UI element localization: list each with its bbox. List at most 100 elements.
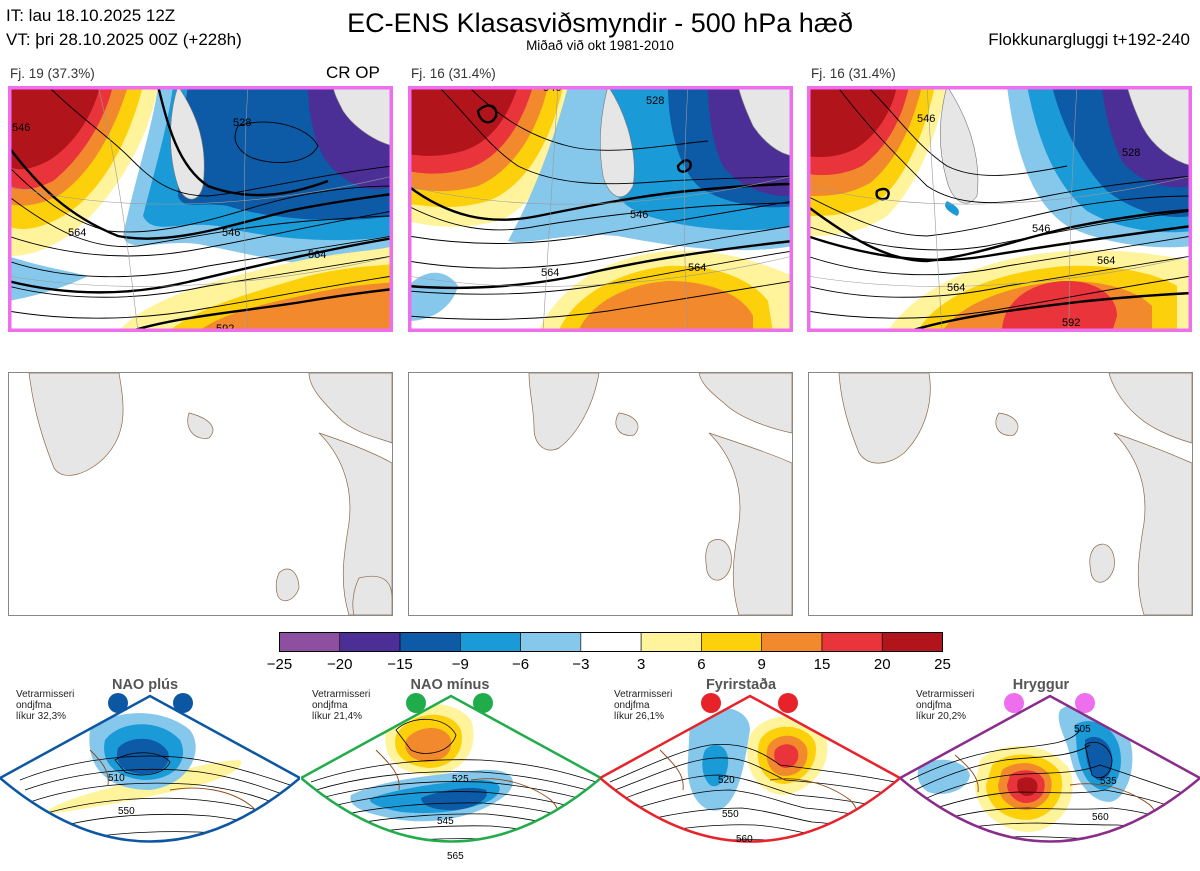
regime-info-line: líkur 21,4% <box>312 711 363 722</box>
cluster-2-label: Fj. 16 (31.4%) <box>411 66 496 81</box>
regime-blocking-info: Vetrarmisseri ondjfma líkur 26,1% <box>614 689 672 722</box>
colorbar-cell <box>821 632 883 652</box>
regime-ridge-dot <box>1004 693 1024 713</box>
colorbar-tick-label: 25 <box>934 656 951 673</box>
regime-nao-plus-dot <box>173 693 193 713</box>
regime-ridge-map[interactable]: 505 535 560 <box>900 690 1200 871</box>
regime-info-line: ondjfma <box>312 700 348 711</box>
contour-label: 546 <box>222 227 240 239</box>
regime-info-line: Vetrarmisseri <box>16 689 75 700</box>
contour-label: 546 <box>630 209 648 221</box>
contour-label: 546 <box>917 113 935 125</box>
colorbar-tick-label: 15 <box>813 656 831 673</box>
colorbar-tick-label: −9 <box>451 656 469 673</box>
regime-ridge-name: Hryggur <box>1012 677 1070 693</box>
regime-nao-minus-map[interactable]: 525 545 565 <box>301 690 601 871</box>
contour-label: 565 <box>447 851 464 862</box>
contour-label: 564 <box>1097 255 1115 267</box>
colorbar-cell <box>339 632 401 652</box>
regime-info-line: líkur 26,1% <box>614 711 665 722</box>
contour-label: 592 <box>216 323 234 332</box>
regime-nao-minus-dot <box>406 693 426 713</box>
colorbar-cell <box>761 632 823 652</box>
regime-blocking-dot <box>701 693 721 713</box>
colorbar-cell <box>701 632 762 652</box>
contour-label: 545 <box>437 816 454 827</box>
page-subtitle: Miðað við okt 1981-2010 <box>526 38 674 53</box>
regime-nao-plus-name: NAO plús <box>111 677 179 693</box>
regime-nao-minus-dot <box>473 693 493 713</box>
colorbar-cell <box>460 632 521 652</box>
colorbar-cell <box>520 632 582 652</box>
colorbar-cell <box>399 632 461 652</box>
colorbar-tick-label: −25 <box>266 656 293 673</box>
regime-nao-plus-info: Vetrarmisseri ondjfma líkur 32,3% <box>16 689 74 722</box>
colorbar-tick-label: −15 <box>387 656 413 673</box>
regime-blocking-dot <box>778 693 798 713</box>
colorbar <box>279 632 943 652</box>
init-time: IT: lau 18.10.2025 12Z <box>6 6 176 25</box>
regime-info-line: ondjfma <box>916 700 952 711</box>
colorbar-cell <box>279 632 341 652</box>
contour-label: 520 <box>718 775 735 786</box>
cluster-1-label: Fj. 19 (37.3%) <box>10 66 95 81</box>
cluster-1-tag: CR OP <box>326 63 380 82</box>
contour-label: 546 <box>543 86 561 94</box>
regime-info-line: Vetrarmisseri <box>312 689 371 700</box>
contour-label: 564 <box>68 227 86 239</box>
contour-label: 592 <box>1062 317 1080 329</box>
contour-label: 528 <box>233 117 251 129</box>
regime-nao-plus-map[interactable]: 510 550 <box>0 690 300 871</box>
cluster-3-label: Fj. 16 (31.4%) <box>811 66 896 81</box>
empty-map-3[interactable] <box>808 372 1193 616</box>
regime-nao-minus-info: Vetrarmisseri ondjfma líkur 21,4% <box>312 689 370 722</box>
contour-label: 528 <box>646 95 664 107</box>
colorbar-tick-label: −20 <box>327 656 353 673</box>
colorbar-tick-label: −3 <box>572 656 590 673</box>
contour-label: 510 <box>108 773 125 784</box>
valid-time: VT: þri 28.10.2025 00Z (+228h) <box>6 30 242 49</box>
contour-label: 560 <box>736 834 753 845</box>
colorbar-tick-label: 20 <box>873 656 891 673</box>
regime-ridge-info: Vetrarmisseri ondjfma líkur 20,2% <box>916 689 974 722</box>
regime-blocking-map[interactable]: 520 550 560 <box>600 690 900 871</box>
contour-label: 560 <box>1092 812 1109 823</box>
contour-label: 505 <box>1074 724 1091 735</box>
regime-info-line: líkur 32,3% <box>16 711 67 722</box>
page-title: EC-ENS Klasasviðsmyndir - 500 hPa hæð <box>347 8 853 38</box>
contour-label: 564 <box>688 262 706 274</box>
classification-window: Flokkunargluggi t+192-240 <box>988 30 1190 49</box>
contour-label: 550 <box>722 809 739 820</box>
cluster-1-map[interactable]: 546 564 528 564 546 592 <box>8 86 393 332</box>
regime-nao-minus-name: NAO mínus <box>410 677 490 693</box>
colorbar-tick-label: 9 <box>757 656 766 673</box>
colorbar-tick-label: 6 <box>697 656 706 673</box>
regime-blocking-name: Fyrirstaða <box>705 677 777 693</box>
colorbar-cell <box>881 632 943 652</box>
regime-info-line: Vetrarmisseri <box>614 689 673 700</box>
contour-label: 528 <box>1122 147 1140 159</box>
contour-label: 564 <box>541 267 559 279</box>
contour-label: 525 <box>452 774 469 785</box>
cluster-2-map[interactable]: 546 564 564 546 528 <box>408 86 793 332</box>
colorbar-tick-label: −6 <box>512 656 530 673</box>
contour-label: 564 <box>947 282 965 294</box>
regime-info-line: Vetrarmisseri <box>916 689 975 700</box>
contour-label: 546 <box>1032 223 1050 235</box>
empty-map-1[interactable] <box>8 372 393 616</box>
header-times: IT: lau 18.10.2025 12Z VT: þri 28.10.202… <box>6 4 242 52</box>
contour-label: 546 <box>12 122 30 134</box>
regime-info-line: líkur 20,2% <box>916 711 967 722</box>
contour-label: 564 <box>308 249 326 261</box>
regime-nao-plus-dot <box>108 693 128 713</box>
colorbar-tick-label: 3 <box>636 656 646 673</box>
regime-info-line: ondjfma <box>614 700 650 711</box>
empty-map-2[interactable] <box>408 372 793 616</box>
contour-label: 535 <box>1100 776 1117 787</box>
colorbar-cell <box>580 632 642 652</box>
regime-ridge-dot <box>1075 693 1095 713</box>
contour-label: 550 <box>118 806 135 817</box>
colorbar-cell <box>640 632 702 652</box>
regime-info-line: ondjfma <box>16 700 52 711</box>
cluster-3-map[interactable]: 546 564 564 546 528 592 <box>807 86 1192 332</box>
